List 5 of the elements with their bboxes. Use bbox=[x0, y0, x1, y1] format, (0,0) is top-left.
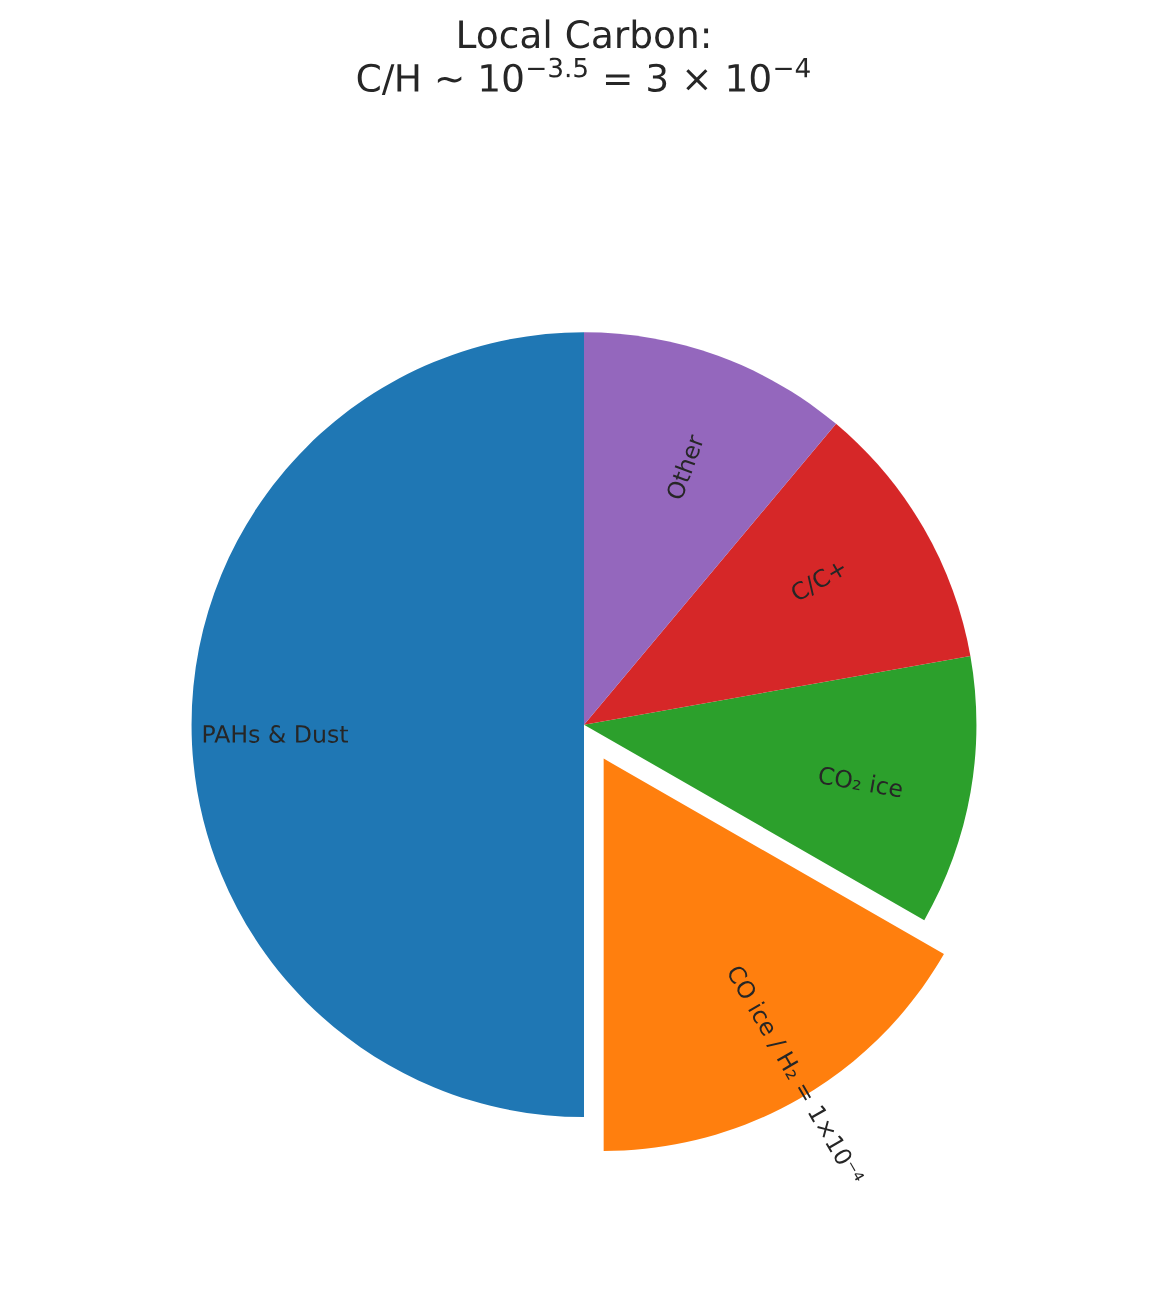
chart-title: Local Carbon: C/H ~ 10$^{−3.5}$ = 3 × 10$^{−4}$ bbox=[357, 19, 810, 95]
slice-label: Other bbox=[664, 432, 705, 501]
slice-label: CO₂ ice bbox=[818, 765, 904, 798]
slice-label: PAHs & Dust bbox=[203, 725, 348, 743]
slice-label: C/C+ bbox=[789, 558, 849, 604]
